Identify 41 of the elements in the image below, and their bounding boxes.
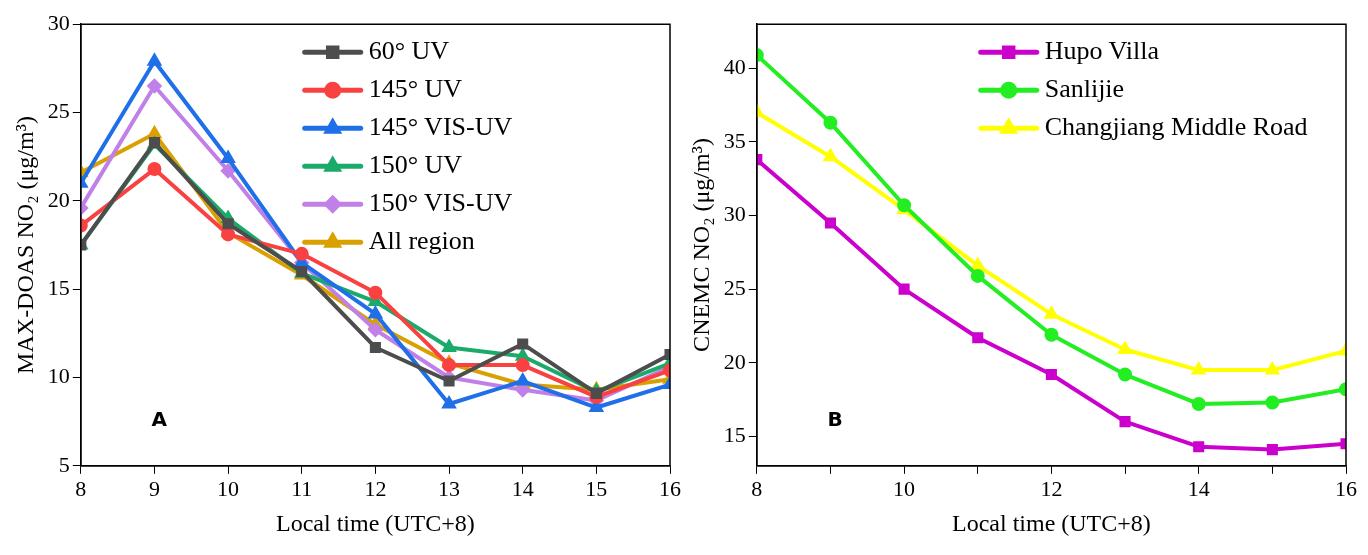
x-tick-label: 8 [751, 475, 763, 501]
x-tick-label: 16 [1335, 475, 1357, 501]
y-tick-label: 10 [47, 363, 70, 389]
x-tick-label: 15 [585, 475, 608, 501]
x-tick-label: 10 [217, 475, 240, 501]
legend-label: Hupo Villa [1044, 36, 1160, 66]
x-tick-label: 16 [659, 475, 681, 501]
x-tick-label: 13 [438, 475, 461, 501]
x-tick-label: 10 [893, 475, 916, 501]
legend-label: 145° UV [368, 74, 463, 104]
y-axis-title: CNEMC NO₂ (μg/m³) [687, 138, 714, 352]
y-tick-label: 20 [47, 186, 70, 212]
x-tick-label: 11 [291, 475, 313, 501]
legend-label: 145° VIS-UV [368, 112, 513, 142]
x-axis-title: Local time (UTC+8) [275, 509, 475, 536]
y-tick-label: 20 [723, 348, 746, 374]
annotation: A [151, 406, 168, 431]
y-tick-label: 15 [47, 274, 70, 300]
legend-label: 60° UV [368, 36, 450, 66]
y-tick-label: 30 [723, 201, 746, 227]
x-tick-label: 12 [364, 475, 387, 501]
x-tick-label: 12 [1040, 475, 1063, 501]
annotation: B [827, 406, 843, 431]
x-axis-title: Local time (UTC+8) [951, 509, 1151, 536]
legend-label: Changjiang Middle Road [1044, 112, 1308, 142]
legend-label: 150° VIS-UV [368, 188, 513, 218]
x-tick-label: 14 [1187, 475, 1210, 501]
x-tick-label: 9 [148, 475, 160, 501]
x-tick-label: 14 [511, 475, 534, 501]
y-tick-label: 5 [58, 451, 70, 477]
y-tick-label: 30 [47, 9, 70, 35]
legend-label: Sanlijie [1044, 74, 1125, 104]
legend-label: All region [368, 226, 475, 256]
y-tick-label: 15 [723, 422, 746, 448]
y-axis-title: MAX-DOAS NO₂ (μg/m³) [11, 116, 38, 374]
y-tick-label: 25 [723, 274, 746, 300]
x-tick-label: 8 [75, 475, 87, 501]
y-tick-label: 40 [723, 54, 746, 80]
y-tick-label: 25 [47, 98, 70, 124]
legend-label: 150° UV [368, 150, 463, 180]
y-tick-label: 35 [723, 127, 746, 153]
